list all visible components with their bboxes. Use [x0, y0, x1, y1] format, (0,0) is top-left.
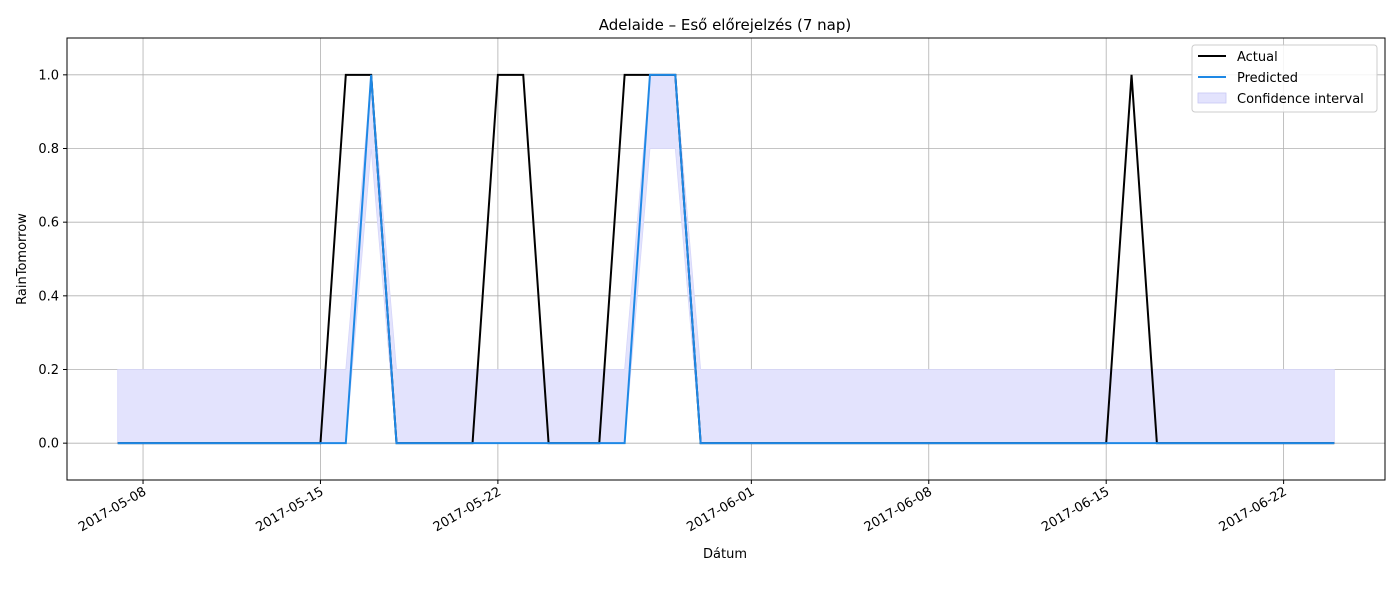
legend-box — [1191, 44, 1378, 113]
series-lines — [117, 73, 1335, 445]
legend-swatch-confidence — [1197, 92, 1227, 104]
chart-title: Adelaide – Eső előrejelzés (7 nap) — [599, 16, 851, 34]
y-tick-label: 0.2 — [38, 363, 59, 378]
legend-label-confidence: Confidence interval — [1237, 92, 1364, 107]
y-axis-ticks: 0.0 0.2 0.4 0.6 0.8 1.0 — [38, 68, 67, 452]
legend: Actual Predicted Confidence interval — [1191, 44, 1378, 113]
legend-label-predicted: Predicted — [1237, 71, 1298, 86]
series-line-predicted — [117, 73, 1335, 445]
y-tick-label: 0.6 — [38, 216, 59, 231]
y-axis-label: RainTomorrow — [15, 213, 30, 305]
y-tick-label: 0.8 — [38, 142, 59, 157]
plot-frame — [66, 37, 1386, 481]
x-axis-label: Dátum — [703, 547, 747, 562]
legend-label-actual: Actual — [1237, 50, 1278, 65]
y-tick-label: 0.4 — [38, 289, 59, 304]
y-tick-label: 1.0 — [38, 68, 59, 83]
y-tick-label: 0.0 — [38, 437, 59, 452]
